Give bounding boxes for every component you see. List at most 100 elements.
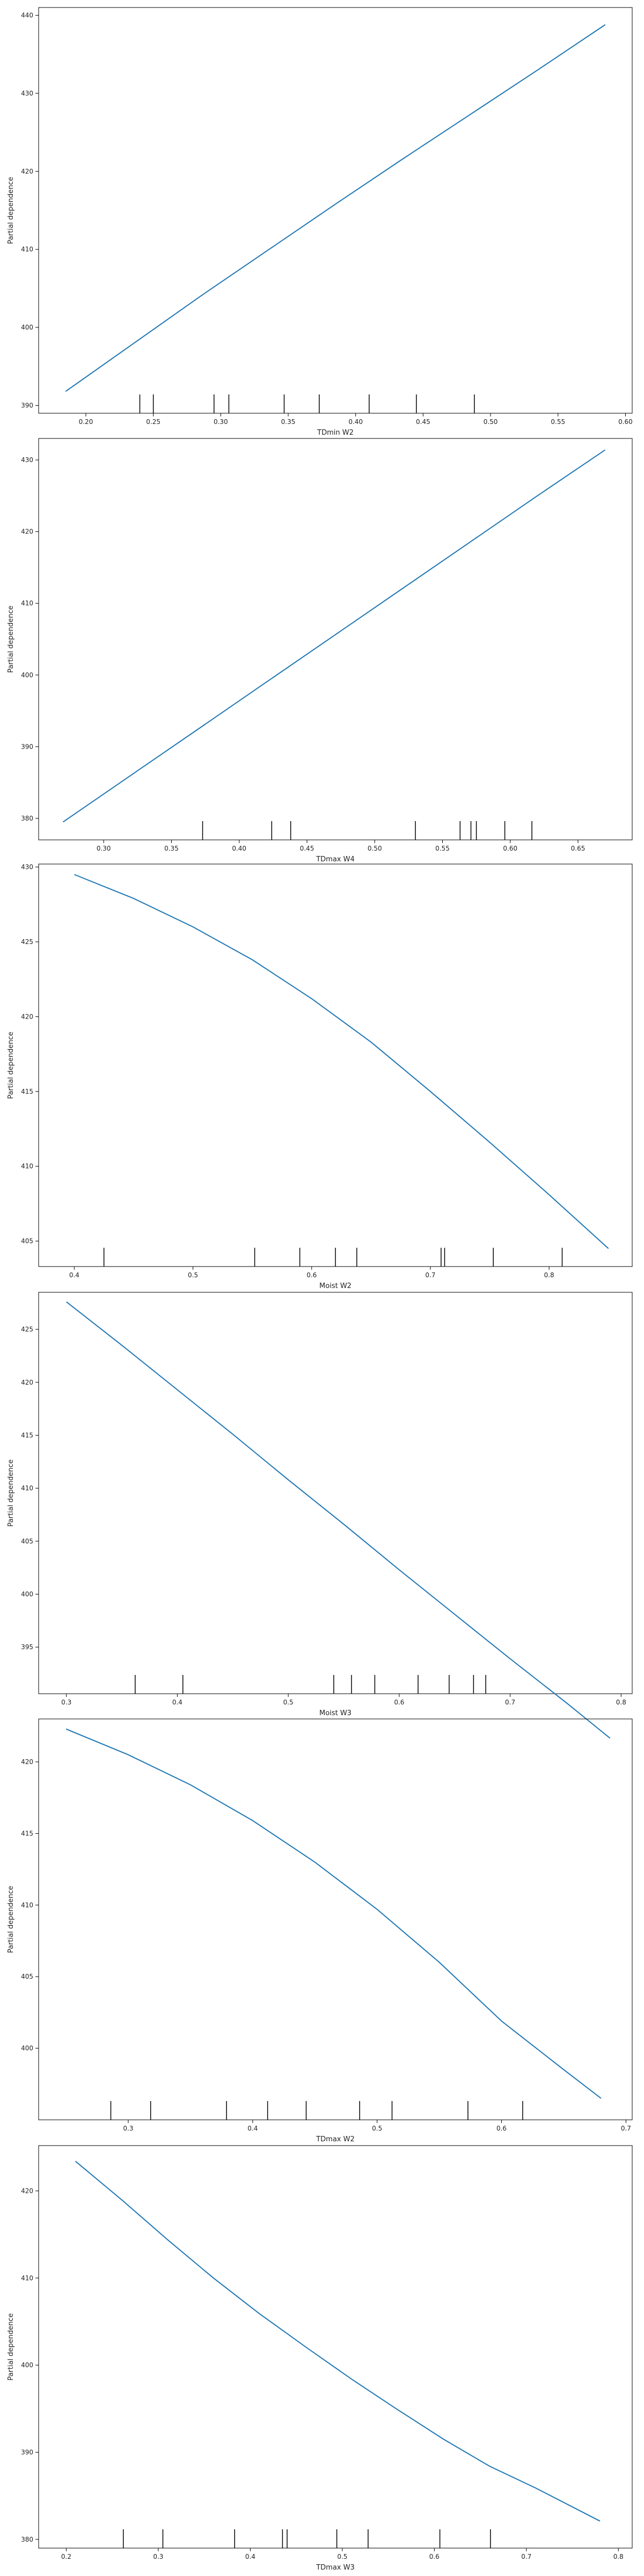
- x-tick-label: 0.35: [164, 845, 179, 852]
- chart-panel-4: 0.3 0.4 0.5 0.6 0.7 0.8 395 400 405 410 415 420 425 M…: [7, 1292, 633, 1739]
- x-tick-label: 0.6: [496, 2125, 507, 2132]
- x-tick-label: 0.5: [337, 2553, 347, 2560]
- chart-panel-5: 0.3 0.4 0.5 0.6 0.7 400 405 410 415 420 TDmax W2 Pa…: [7, 1718, 633, 2143]
- x-tick-label: 0.60: [503, 845, 517, 852]
- y-tick-label: 400: [21, 1590, 33, 1598]
- y-tick-label: 380: [21, 2536, 33, 2543]
- x-axis-label: TDmax W4: [316, 855, 355, 863]
- pd-line-series-1: [66, 1301, 611, 1739]
- x-tick-label: 0.65: [571, 845, 586, 852]
- y-axis-label: Partial dependence: [7, 2313, 15, 2380]
- y-tick-label: 405: [21, 1238, 33, 1245]
- x-tick-label: 0.3: [153, 2553, 163, 2560]
- y-tick-label: 415: [21, 1431, 33, 1439]
- y-tick-label: 420: [21, 1013, 33, 1020]
- x-tick-label: 0.30: [214, 418, 228, 426]
- y-tick-label: 410: [21, 2274, 33, 2282]
- x-axis-label: Moist W2: [319, 1282, 352, 1290]
- x-tick-label: 0.50: [368, 845, 382, 852]
- x-tick-label: 0.45: [300, 845, 314, 852]
- y-tick-label: 415: [21, 1829, 33, 1837]
- y-tick-label: 430: [21, 863, 33, 871]
- y-tick-label: 415: [21, 1088, 33, 1095]
- y-tick-label: 390: [21, 743, 33, 750]
- pd-line-series-1: [74, 874, 609, 1249]
- x-tick-label: 0.8: [616, 1699, 626, 1706]
- x-axis-label: TDmin W2: [317, 429, 354, 437]
- x-axis-label: Moist W3: [319, 1709, 352, 1717]
- y-axis-label: Partial dependence: [7, 1459, 15, 1526]
- x-tick-label: 0.7: [425, 1271, 435, 1279]
- y-tick-label: 390: [21, 2448, 33, 2456]
- y-axis-label: Partial dependence: [7, 605, 15, 672]
- axes-frame: [38, 438, 633, 840]
- x-tick-label: 0.2: [61, 2553, 71, 2560]
- y-tick-label: 420: [21, 1758, 33, 1766]
- x-tick-label: 0.20: [79, 418, 93, 426]
- y-tick-label: 425: [21, 938, 33, 946]
- x-axis-label: TDmax W2: [316, 2135, 355, 2143]
- pd-line-series-1: [62, 449, 606, 823]
- y-tick-label: 395: [21, 1643, 33, 1651]
- y-tick-label: 405: [21, 1538, 33, 1545]
- pd-line-series-1: [65, 24, 606, 392]
- x-tick-label: 0.4: [245, 2553, 255, 2560]
- chart-panel-1: 0.20 0.25 0.30 0.35 0.40 0.45 0.50 0.55 0.60 390 4…: [7, 7, 633, 437]
- y-tick-label: 400: [21, 2045, 33, 2052]
- chart-panel-3: 0.4 0.5 0.6 0.7 0.8 405 410 415 420 425 430 Moist W…: [7, 863, 633, 1290]
- x-tick-label: 0.35: [281, 418, 296, 426]
- x-tick-label: 0.4: [172, 1699, 182, 1706]
- y-tick-label: 420: [21, 167, 33, 175]
- x-tick-label: 0.30: [97, 845, 111, 852]
- y-tick-label: 410: [21, 599, 33, 607]
- x-tick-label: 0.55: [435, 845, 450, 852]
- axes-frame: [38, 2145, 633, 2549]
- y-axis-label: Partial dependence: [7, 1886, 15, 1953]
- axes-frame: [38, 7, 633, 414]
- y-axis-label: Partial dependence: [7, 177, 15, 244]
- x-axis-label: TDmax W3: [316, 2564, 355, 2572]
- y-tick-label: 430: [21, 90, 33, 97]
- y-tick-label: 410: [21, 246, 33, 253]
- x-tick-label: 0.5: [283, 1699, 294, 1706]
- y-tick-label: 400: [21, 324, 33, 331]
- x-tick-label: 0.40: [232, 845, 246, 852]
- x-tick-label: 0.4: [69, 1271, 79, 1279]
- x-tick-label: 0.4: [247, 2125, 258, 2132]
- x-tick-label: 0.25: [146, 418, 160, 426]
- axes-frame: [38, 1292, 633, 1694]
- y-axis-label: Partial dependence: [7, 1031, 15, 1099]
- y-tick-label: 430: [21, 456, 33, 464]
- x-tick-label: 0.7: [505, 1699, 515, 1706]
- y-tick-label: 405: [21, 1973, 33, 1980]
- y-tick-label: 420: [21, 2187, 33, 2194]
- x-tick-label: 0.7: [521, 2553, 531, 2560]
- axes-frame: [38, 863, 633, 1267]
- x-tick-label: 0.3: [61, 1699, 71, 1706]
- y-tick-label: 410: [21, 1162, 33, 1170]
- y-tick-label: 440: [21, 12, 33, 19]
- y-tick-label: 425: [21, 1326, 33, 1333]
- x-tick-label: 0.50: [484, 418, 498, 426]
- x-tick-label: 0.6: [306, 1271, 317, 1279]
- x-tick-label: 0.6: [394, 1699, 404, 1706]
- x-tick-label: 0.3: [123, 2125, 133, 2132]
- y-tick-label: 410: [21, 1484, 33, 1492]
- y-tick-label: 420: [21, 1379, 33, 1386]
- chart-panel-2: 0.30 0.35 0.40 0.45 0.50 0.55 0.60 0.65 380 390 40…: [7, 438, 633, 863]
- y-tick-label: 380: [21, 815, 33, 822]
- axes-frame: [38, 1718, 633, 2120]
- y-tick-label: 410: [21, 1901, 33, 1909]
- x-tick-label: 0.8: [544, 1271, 554, 1279]
- y-tick-label: 400: [21, 671, 33, 679]
- x-tick-label: 0.55: [551, 418, 565, 426]
- y-tick-label: 400: [21, 2361, 33, 2369]
- x-tick-label: 0.7: [621, 2125, 631, 2132]
- x-tick-label: 0.45: [416, 418, 430, 426]
- x-tick-label: 0.8: [613, 2553, 624, 2560]
- x-tick-label: 0.5: [188, 1271, 198, 1279]
- x-tick-label: 0.40: [348, 418, 363, 426]
- pd-line-series-1: [75, 2161, 601, 2522]
- chart-panel-6: 0.2 0.3 0.4 0.5 0.6 0.7 0.8 380 390 400 410 420 TDma…: [7, 2145, 633, 2572]
